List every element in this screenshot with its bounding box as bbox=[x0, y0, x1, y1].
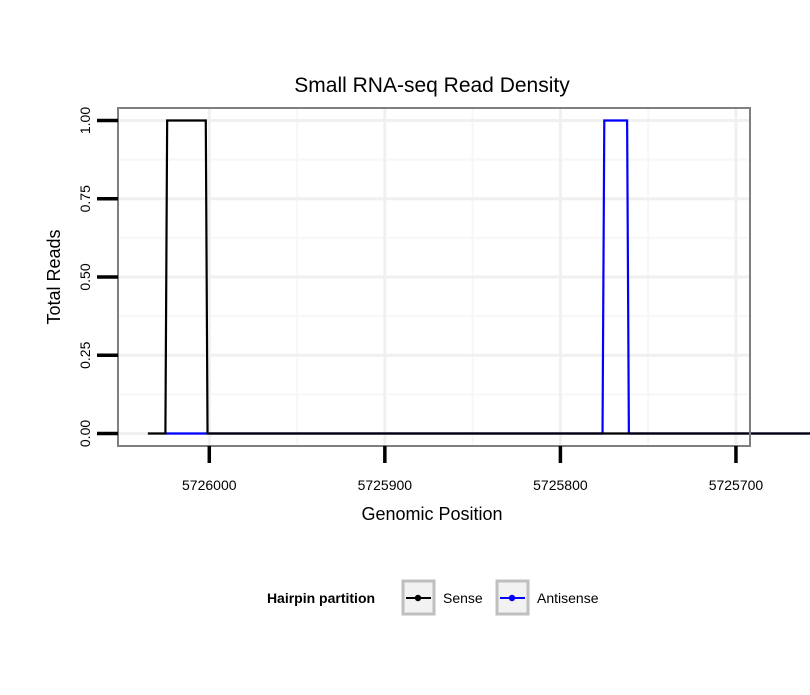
grid-lines bbox=[118, 108, 750, 446]
legend-point-sense bbox=[414, 594, 422, 602]
y-tick-label: 0.75 bbox=[77, 185, 93, 212]
y-tick-label: 0.00 bbox=[77, 420, 93, 447]
x-tick-label: 5725700 bbox=[709, 477, 764, 493]
x-tick-label: 5726000 bbox=[182, 477, 237, 493]
chart-title: Small RNA-seq Read Density bbox=[294, 74, 570, 97]
legend-label-sense: Sense bbox=[443, 590, 483, 606]
y-tick-label: 1.00 bbox=[77, 107, 93, 134]
legend-label-antisense: Antisense bbox=[537, 590, 599, 606]
axis-layer: 5726000 5725900 5725800 5725700 0.00 0.25 0.50… bbox=[77, 107, 763, 493]
legend-title: Hairpin partition bbox=[267, 590, 375, 606]
y-tick-label: 0.50 bbox=[77, 263, 93, 290]
y-axis-label: Total Reads bbox=[44, 229, 64, 324]
y-tick-label: 0.25 bbox=[77, 341, 93, 368]
x-tick-label: 5725900 bbox=[358, 477, 413, 493]
x-axis-label: Genomic Position bbox=[361, 504, 502, 524]
series-layer bbox=[147, 119, 810, 435]
series-line-sense bbox=[147, 119, 810, 435]
x-tick-label: 5725800 bbox=[533, 477, 588, 493]
legend-point-antisense bbox=[508, 594, 516, 602]
legend: Hairpin partition Sense Antisense bbox=[267, 579, 599, 616]
